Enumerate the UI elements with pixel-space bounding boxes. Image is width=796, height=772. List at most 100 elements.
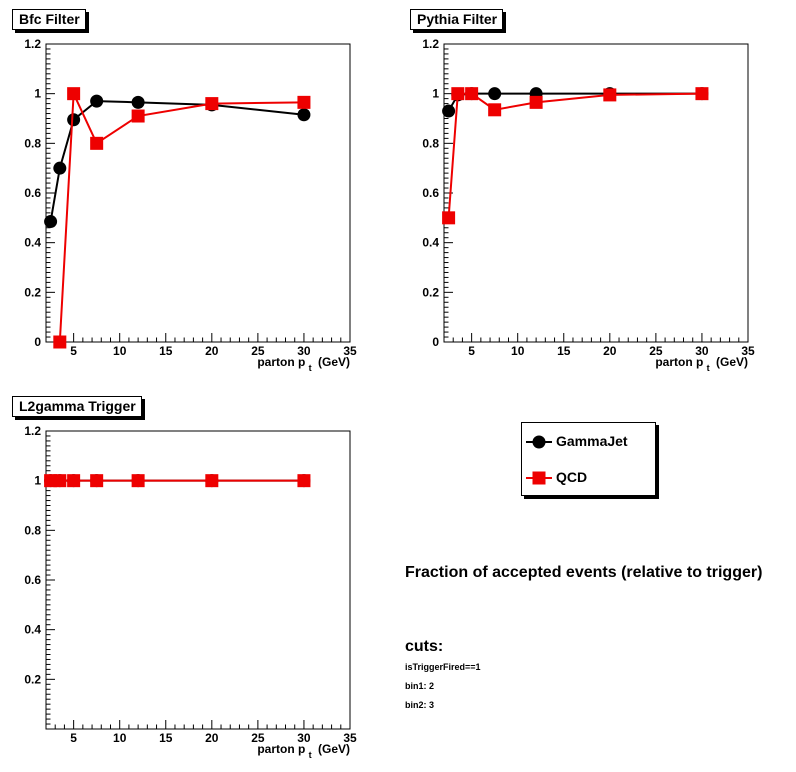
x-tick-label: 10 (113, 731, 127, 745)
cut-line: bin1: 2 (405, 681, 435, 691)
cuts-title: cuts: (405, 638, 444, 655)
data-point-qcd (90, 136, 104, 150)
x-tick-label: 35 (343, 344, 357, 358)
data-point-qcd (67, 87, 81, 101)
x-tick-label: 20 (205, 731, 219, 745)
data-point-qcd (90, 474, 104, 488)
x-axis-title-main: parton p (257, 742, 308, 756)
x-axis-title-sub: t (707, 363, 710, 373)
y-tick-label: 0.8 (24, 136, 41, 150)
data-point-qcd (465, 87, 479, 101)
x-tick-label: 30 (297, 344, 311, 358)
y-tick-label: 0.8 (422, 136, 439, 150)
y-tick-label: 0.6 (422, 186, 439, 200)
x-tick-label: 5 (70, 344, 77, 358)
x-axis-title-sub: t (309, 363, 312, 373)
data-point-qcd (205, 97, 219, 111)
x-tick-label: 20 (205, 344, 219, 358)
data-point-qcd (488, 103, 502, 117)
x-tick-label: 15 (159, 731, 173, 745)
data-point-qcd (603, 88, 617, 102)
data-point-qcd (53, 335, 67, 349)
x-axis-title-unit: (GeV) (315, 742, 350, 756)
data-point-gammajet (53, 161, 67, 175)
data-point-qcd (67, 474, 81, 488)
legend-markers (526, 435, 552, 485)
data-point-gammajet (131, 95, 145, 109)
series-line-gammajet (49, 100, 305, 222)
data-point-qcd (695, 87, 709, 101)
y-tick-label: 1.2 (422, 37, 439, 51)
panel-title-l2gamma: L2gamma Trigger (12, 396, 142, 417)
x-tick-label: 15 (159, 344, 173, 358)
y-tick-label: 0.2 (24, 285, 41, 299)
data-point-qcd (131, 474, 145, 488)
x-axis-title-unit: (GeV) (315, 355, 350, 369)
data-point-gammajet (90, 94, 104, 108)
legend-gammajet-label: GammaJet (556, 433, 628, 449)
plot-frame (45, 43, 351, 343)
cut-line: bin2: 3 (405, 700, 435, 710)
series-line-qcd (447, 92, 702, 218)
x-tick-label: 35 (343, 731, 357, 745)
y-tick-label: 0.2 (422, 285, 439, 299)
x-tick-label: 30 (695, 344, 709, 358)
cut-line: isTriggerFired==1 (405, 662, 481, 672)
plot-panel: 5 10 15 20 25 30 35 0 0.2 0.4 0.6 0.8 1 1.2 parton p t… (24, 37, 357, 373)
data-point-qcd (131, 109, 145, 123)
x-tick-label: 30 (297, 731, 311, 745)
y-tick-label: 0.8 (24, 523, 41, 537)
series-line-gammajet (447, 92, 702, 112)
plot-panel: 5 10 15 20 25 30 35 0.2 0.4 0.6 0.8 1 1.2 parton p t … (24, 424, 357, 760)
x-tick-label: 25 (649, 344, 663, 358)
x-tick-label: 20 (603, 344, 617, 358)
x-tick-label: 5 (468, 344, 475, 358)
y-tick-label: 0.4 (24, 623, 41, 637)
legend-qcd-label: QCD (556, 469, 588, 485)
x-tick-label: 5 (70, 731, 77, 745)
x-axis-title: parton p t (GeV) (257, 742, 350, 760)
x-axis-title-sub: t (309, 750, 312, 760)
data-point-qcd (442, 211, 456, 225)
y-tick-label: 0.4 (24, 236, 41, 250)
x-tick-label: 10 (511, 344, 525, 358)
panel-title-bfc: Bfc Filter (12, 9, 86, 30)
data-point-qcd (451, 87, 465, 101)
x-axis-title-main: parton p (655, 355, 706, 369)
data-point-qcd (529, 95, 543, 109)
x-axis-title: parton p t (GeV) (257, 355, 350, 373)
data-point-qcd (297, 95, 311, 109)
y-tick-label: 0.6 (24, 186, 41, 200)
y-tick-label: 1 (34, 87, 41, 101)
data-point-gammajet (67, 113, 81, 127)
data-point-gammajet (488, 87, 502, 101)
x-axis-title-unit: (GeV) (713, 355, 748, 369)
data-point-qcd (297, 474, 311, 488)
x-tick-label: 15 (557, 344, 571, 358)
data-point-qcd (205, 474, 219, 488)
y-tick-label: 1.2 (24, 37, 41, 51)
x-axis-title-main: parton p (257, 355, 308, 369)
y-tick-label: 1.2 (24, 424, 41, 438)
legend-qcd-marker (532, 471, 546, 485)
y-tick-label: 0.6 (24, 573, 41, 587)
data-point-gammajet (297, 108, 311, 122)
y-tick-label: 1 (432, 87, 439, 101)
x-tick-label: 35 (741, 344, 755, 358)
legend-gammajet-marker (532, 435, 546, 449)
data-point-qcd (53, 474, 67, 488)
x-tick-label: 10 (113, 344, 127, 358)
x-tick-label: 25 (251, 731, 265, 745)
data-point-gammajet (442, 104, 456, 118)
panel-title-pythia: Pythia Filter (410, 9, 504, 30)
y-tick-label: 0 (34, 335, 41, 349)
y-tick-label: 1 (34, 474, 41, 488)
plot-panel: 5 10 15 20 25 30 35 0 0.2 0.4 0.6 0.8 1 1.2 parton p t… (422, 37, 755, 373)
x-tick-label: 25 (251, 344, 265, 358)
y-tick-label: 0.4 (422, 236, 439, 250)
x-axis-title: parton p t (GeV) (655, 355, 748, 373)
fraction-heading: Fraction of accepted events (relative to… (405, 564, 763, 581)
legend-box: GammaJet QCD (521, 422, 656, 496)
series-line-qcd (58, 93, 304, 343)
